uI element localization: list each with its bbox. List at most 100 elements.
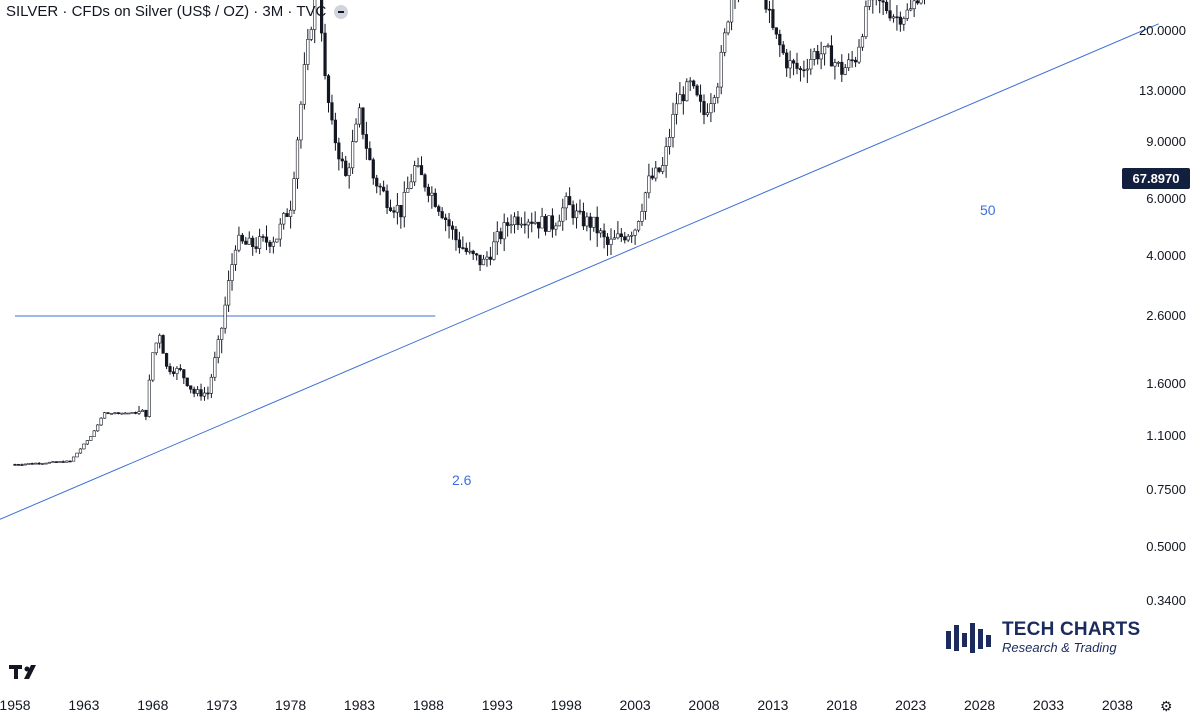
candle bbox=[457, 231, 462, 254]
symbol-title: SILVER · CFDs on Silver (US$ / OZ) · 3M … bbox=[6, 3, 327, 20]
candle bbox=[302, 52, 306, 110]
candle bbox=[557, 214, 561, 227]
candle bbox=[71, 456, 76, 462]
candle bbox=[416, 157, 420, 168]
candle bbox=[120, 412, 124, 415]
candle bbox=[871, 0, 875, 14]
candle bbox=[774, 27, 778, 39]
level-label-50: 50 bbox=[980, 202, 996, 218]
candle bbox=[919, 0, 923, 5]
candle bbox=[82, 443, 86, 450]
candle bbox=[685, 78, 689, 102]
collapse-icon[interactable] bbox=[334, 4, 349, 19]
logo-subtitle: Research & Trading bbox=[1002, 640, 1117, 655]
candle bbox=[85, 440, 89, 445]
candle bbox=[278, 218, 282, 247]
candle bbox=[185, 377, 189, 387]
candle bbox=[106, 412, 110, 415]
candle bbox=[123, 412, 127, 415]
candle bbox=[406, 176, 410, 193]
candle bbox=[867, 0, 871, 11]
candle bbox=[154, 342, 158, 356]
tech-charts-logo: TECH CHARTS Research & Trading bbox=[944, 620, 1140, 655]
candle bbox=[16, 463, 21, 466]
candle bbox=[137, 405, 141, 415]
candle bbox=[395, 192, 399, 225]
candle bbox=[805, 58, 809, 84]
candle bbox=[347, 162, 351, 189]
candle bbox=[526, 218, 530, 239]
rising-trendline[interactable] bbox=[0, 23, 1159, 520]
candle bbox=[709, 93, 713, 123]
candle bbox=[450, 221, 455, 240]
candle bbox=[268, 240, 272, 254]
candle bbox=[519, 217, 524, 228]
candle bbox=[574, 203, 579, 229]
candle bbox=[254, 237, 258, 253]
price-tick-label: 4.0000 bbox=[1146, 247, 1186, 263]
time-tick-label: 1963 bbox=[68, 697, 100, 713]
candle bbox=[423, 173, 427, 192]
candle bbox=[650, 167, 654, 181]
candle bbox=[619, 228, 623, 242]
candle bbox=[599, 228, 603, 238]
candle bbox=[905, 3, 909, 21]
candle bbox=[788, 50, 792, 79]
candle bbox=[833, 58, 837, 80]
candle bbox=[716, 82, 720, 104]
candle bbox=[602, 223, 606, 249]
candle bbox=[285, 208, 289, 218]
price-tick-label: 0.3400 bbox=[1146, 592, 1186, 608]
candle bbox=[344, 155, 348, 177]
candle bbox=[454, 226, 458, 251]
logo-title: TECH CHARTS bbox=[1002, 619, 1141, 640]
candle bbox=[481, 254, 486, 266]
time-tick-label: 1978 bbox=[275, 697, 307, 713]
candle bbox=[499, 227, 503, 245]
candle bbox=[464, 242, 468, 255]
candle bbox=[764, 0, 768, 13]
candle bbox=[791, 58, 796, 76]
candle bbox=[612, 230, 617, 240]
candle bbox=[244, 236, 248, 245]
candle bbox=[547, 215, 551, 232]
time-tick-label: 2018 bbox=[826, 697, 858, 713]
candle bbox=[51, 461, 55, 463]
candle bbox=[323, 23, 327, 80]
candle bbox=[271, 236, 275, 254]
candle bbox=[585, 212, 589, 232]
candle bbox=[437, 204, 441, 216]
candle bbox=[595, 206, 599, 247]
time-tick-label: 2033 bbox=[1032, 697, 1065, 713]
candle bbox=[864, 0, 868, 40]
candle bbox=[199, 383, 203, 401]
candle bbox=[151, 352, 155, 382]
candle bbox=[65, 460, 69, 463]
candle bbox=[34, 462, 38, 465]
candle bbox=[468, 242, 472, 255]
candle bbox=[27, 463, 31, 465]
candle bbox=[430, 186, 434, 209]
candle bbox=[681, 86, 685, 115]
time-tick-label: 1983 bbox=[343, 697, 376, 713]
candle bbox=[461, 236, 465, 250]
candle bbox=[295, 136, 300, 189]
settings-icon[interactable]: ⚙ bbox=[1160, 698, 1173, 714]
candle bbox=[282, 212, 286, 230]
candle bbox=[426, 183, 431, 203]
candle bbox=[299, 101, 303, 149]
candle bbox=[705, 103, 710, 117]
candle bbox=[902, 16, 906, 31]
candle bbox=[37, 462, 41, 465]
candle bbox=[89, 435, 93, 441]
candle bbox=[68, 460, 72, 463]
candle bbox=[78, 448, 83, 454]
candle bbox=[875, 0, 877, 6]
candle bbox=[309, 26, 313, 42]
candle bbox=[895, 5, 899, 31]
candle bbox=[209, 373, 213, 399]
candle bbox=[240, 232, 244, 244]
candle bbox=[147, 374, 151, 418]
candle bbox=[195, 386, 200, 397]
